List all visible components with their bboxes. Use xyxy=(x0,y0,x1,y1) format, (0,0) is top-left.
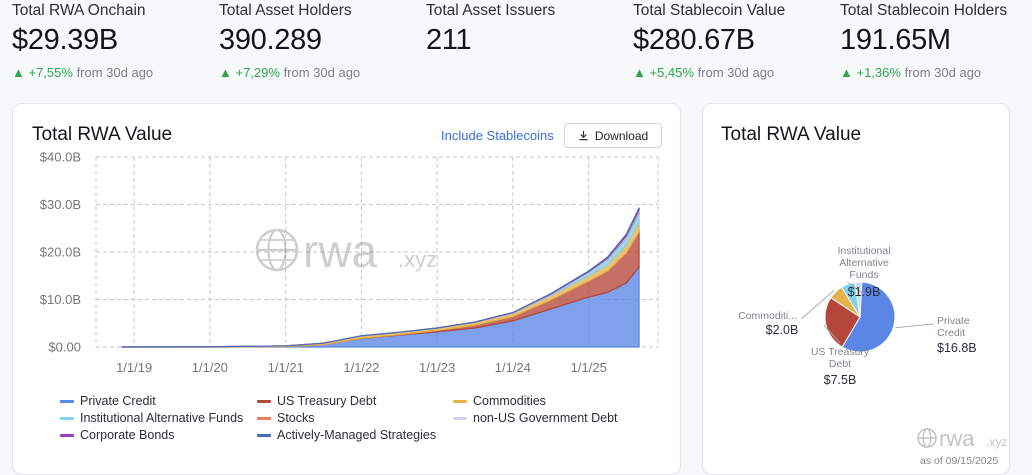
download-button[interactable]: Download xyxy=(564,123,662,148)
legend-label: Actively-Managed Strategies xyxy=(277,428,437,442)
pie-leader-line xyxy=(895,323,934,329)
legend-swatch xyxy=(453,416,467,420)
legend-label: Private Credit xyxy=(80,394,156,408)
pie-label-institutional-alternative-funds: Institutional Alternative Funds xyxy=(837,245,890,281)
watermark-text: rwa xyxy=(303,225,378,277)
pie-label-line: Credit xyxy=(937,327,965,339)
pie-label-commodities: Commoditi... xyxy=(738,310,797,322)
pie-value-us-treasury-debt: $7.5B xyxy=(824,373,857,387)
pie-label-us-treasury-debt: US Treasury Debt xyxy=(811,346,870,370)
pie-value-commodities: $2.0B xyxy=(766,323,799,337)
y-tick-label: $0.00 xyxy=(48,340,81,355)
legend-label: Corporate Bonds xyxy=(80,428,175,442)
stat-label: Total Asset Holders xyxy=(219,2,352,19)
legend-item-us-treasury-debt[interactable]: US Treasury Debt xyxy=(257,394,376,408)
pie-watermark: rwa .xyz xyxy=(917,426,1007,451)
legend-item-commodities[interactable]: Commodities xyxy=(453,394,546,408)
area-chart: $0.00 $10.0B $20.0B $30.0B $40.0B 1/1/19 1/1/2… xyxy=(40,150,659,375)
legend-item-non-us-government-debt[interactable]: non-US Government Debt xyxy=(453,411,618,425)
x-tick-label: 1/1/24 xyxy=(495,360,531,375)
globe-icon xyxy=(255,228,299,272)
x-tick-label: 1/1/19 xyxy=(116,360,152,375)
x-tick-label: 1/1/23 xyxy=(419,360,455,375)
pie-label-line: Private xyxy=(937,315,970,327)
change-up: ▲ +7,55% xyxy=(12,65,73,80)
legend-label: Commodities xyxy=(473,394,546,408)
change-suffix: from 30d ago xyxy=(283,65,361,80)
y-tick-label: $10.0B xyxy=(40,292,81,307)
change-suffix: from 30d ago xyxy=(76,65,154,80)
globe-icon xyxy=(917,428,937,448)
stat-label: Total RWA Onchain xyxy=(12,2,146,19)
stat-value: 191.65M xyxy=(840,24,951,56)
legend-swatch xyxy=(60,399,74,403)
pie-slice-us-treasury-debt[interactable] xyxy=(824,296,861,348)
stat-label: Total Asset Issuers xyxy=(426,2,556,19)
watermark-suffix: .xyz xyxy=(398,247,437,272)
change-up: ▲ +7,29% xyxy=(219,65,280,80)
legend-label: US Treasury Debt xyxy=(277,394,377,408)
include-stablecoins-toggle[interactable]: Include Stablecoins xyxy=(441,128,554,143)
card-title: Total RWA Value xyxy=(32,124,173,145)
legend-swatch xyxy=(453,399,467,403)
legend-swatch xyxy=(257,433,271,437)
stat-label: Total Stablecoin Holders xyxy=(840,2,1008,19)
legend-swatch xyxy=(60,433,74,437)
y-tick-label: $40.0B xyxy=(40,150,81,165)
change-up: ▲ +1,36% xyxy=(840,65,901,80)
pie-label-line: Alternative xyxy=(839,257,889,269)
x-tick-label: 1/1/25 xyxy=(571,360,607,375)
stat-value: $29.39B xyxy=(12,24,118,56)
pie-leader-line xyxy=(823,324,841,344)
legend-item-stocks[interactable]: Stocks xyxy=(257,411,315,425)
y-tick-label: $20.0B xyxy=(40,245,81,260)
pie-leader-line xyxy=(847,281,865,295)
stat-value: 390.289 xyxy=(219,24,322,56)
stat-value: 211 xyxy=(426,24,472,56)
stat-change: ▲ +7,29% from 30d ago xyxy=(219,65,360,80)
pie-label-line: Debt xyxy=(829,358,851,370)
y-tick-label: $30.0B xyxy=(40,197,81,212)
legend-label: Stocks xyxy=(277,411,315,425)
download-label: Download xyxy=(594,128,649,143)
rwa-watermark: rwa .xyz xyxy=(255,225,437,277)
watermark-text: rwa xyxy=(939,426,975,451)
area-chart-legend: Private Credit US Treasury Debt Commodit… xyxy=(48,392,648,448)
pie-label-line: US Treasury xyxy=(811,346,870,358)
pie-value-private-credit: $16.8B xyxy=(937,341,977,355)
x-tick-label: 1/1/21 xyxy=(268,360,304,375)
legend-swatch xyxy=(257,399,271,403)
card-title: Total RWA Value xyxy=(721,124,862,145)
stat-change: ▲ +1,36% from 30d ago xyxy=(840,65,981,80)
pie-label-private-credit: Private Credit xyxy=(937,315,970,339)
download-icon xyxy=(579,130,588,141)
x-tick-label: 1/1/20 xyxy=(192,360,228,375)
as-of-date: as of 09/15/2025 xyxy=(920,455,998,464)
legend-item-actively-managed-strategies[interactable]: Actively-Managed Strategies xyxy=(257,428,436,442)
pie-value-institutional-alternative-funds: $1.9B xyxy=(848,285,881,299)
legend-label: Institutional Alternative Funds xyxy=(80,411,244,425)
pie-label-line: Funds xyxy=(849,269,878,281)
legend-item-corporate-bonds[interactable]: Corporate Bonds xyxy=(60,428,175,442)
legend-swatch xyxy=(60,416,74,420)
change-up: ▲ +5,45% xyxy=(633,65,694,80)
pie-chart: Private Credit $16.8B US Treasury Debt $7.5B C… xyxy=(738,245,1007,464)
stat-label: Total Stablecoin Value xyxy=(633,2,786,19)
watermark-suffix: .xyz xyxy=(986,435,1007,449)
pie-label-line: Institutional xyxy=(837,245,890,257)
pie-leader-line xyxy=(800,290,835,320)
pie-slice-private-credit[interactable] xyxy=(841,281,896,353)
legend-item-institutional-alternative-funds[interactable]: Institutional Alternative Funds xyxy=(60,411,243,425)
x-tick-label: 1/1/22 xyxy=(343,360,379,375)
legend-swatch xyxy=(257,416,271,420)
area-series-actively-managed-strategies[interactable] xyxy=(121,207,640,348)
legend-item-private-credit[interactable]: Private Credit xyxy=(60,394,156,408)
legend-label: non-US Government Debt xyxy=(473,411,618,425)
stat-change: ▲ +5,45% from 30d ago xyxy=(633,65,774,80)
stat-change: ▲ +7,55% from 30d ago xyxy=(12,65,153,80)
change-suffix: from 30d ago xyxy=(697,65,775,80)
change-suffix: from 30d ago xyxy=(904,65,982,80)
stat-value: $280.67B xyxy=(633,24,755,56)
